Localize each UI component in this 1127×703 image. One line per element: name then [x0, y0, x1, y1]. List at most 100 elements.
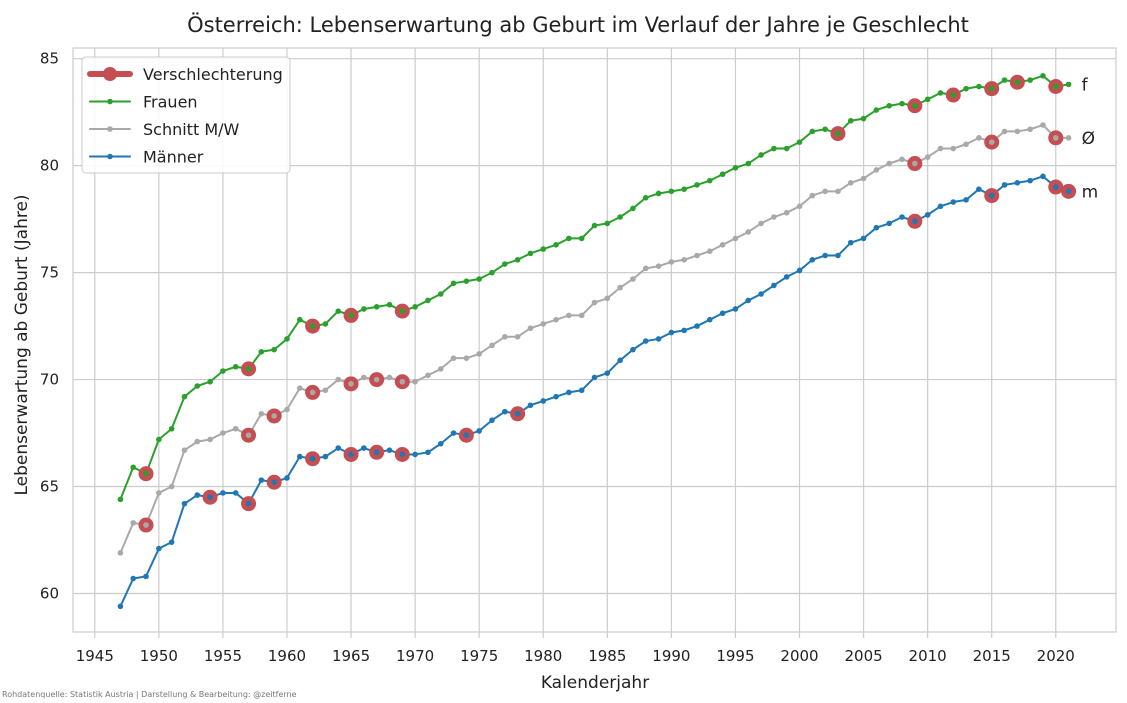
legend-label: Schnitt M/W [143, 120, 240, 139]
data-point-männer [514, 411, 521, 417]
data-point-frauen [309, 323, 316, 329]
data-point-frauen [232, 363, 239, 370]
data-point-männer [1065, 188, 1072, 195]
data-point-schnitt-m-w [245, 432, 252, 438]
data-point-männer [783, 274, 790, 280]
x-tick-label: 2020 [1037, 647, 1075, 665]
x-tick-label: 1980 [524, 647, 562, 665]
x-tick-label: 2015 [973, 647, 1011, 665]
data-point-schnitt-m-w [719, 242, 726, 248]
data-point-schnitt-m-w [963, 141, 969, 148]
data-point-schnitt-m-w [181, 447, 188, 453]
data-point-schnitt-m-w [1040, 122, 1046, 128]
data-point-frauen [783, 145, 790, 152]
data-point-männer [194, 492, 201, 498]
data-point-schnitt-m-w [143, 522, 149, 528]
x-tick-label: 1965 [332, 647, 370, 665]
data-point-männer [437, 440, 444, 447]
data-point-frauen [732, 164, 739, 171]
x-tick-label: 1990 [652, 647, 690, 665]
data-point-schnitt-m-w [489, 342, 495, 349]
data-point-frauen [335, 308, 342, 314]
y-axis-ticks: 60 65 70 75 80 85 [40, 50, 59, 603]
data-point-schnitt-m-w [425, 372, 431, 379]
data-point-männer [758, 291, 764, 297]
data-point-schnitt-m-w [912, 160, 918, 167]
data-point-männer [258, 477, 265, 483]
data-point-frauen [988, 85, 995, 92]
data-point-frauen [220, 368, 226, 374]
data-point-frauen [450, 280, 457, 287]
data-point-schnitt-m-w [130, 520, 137, 526]
x-tick-label: 2005 [844, 647, 882, 665]
data-point-männer [912, 218, 918, 225]
data-point-frauen [796, 139, 803, 145]
data-point-männer [835, 252, 841, 259]
data-point-schnitt-m-w [668, 259, 675, 265]
data-point-schnitt-m-w [399, 378, 406, 385]
data-point-frauen [912, 102, 918, 109]
legend-label: Frauen [143, 93, 198, 112]
data-point-frauen [207, 378, 213, 385]
data-point-frauen [950, 92, 957, 98]
data-point-schnitt-m-w [194, 438, 201, 445]
data-point-männer [284, 475, 290, 481]
data-point-frauen [745, 160, 752, 167]
data-point-frauen [540, 246, 547, 252]
data-point-frauen [514, 256, 521, 263]
data-point-schnitt-m-w [156, 490, 162, 496]
end-label-frauen: f [1082, 75, 1089, 95]
data-point-schnitt-m-w [553, 316, 559, 323]
x-axis-ticks: 1945 1950 1955 1960 1965 1970 1975 1980 1985 1990… [76, 632, 1075, 665]
data-point-schnitt-m-w [258, 411, 265, 417]
data-point-frauen [425, 297, 431, 304]
data-point-frauen [130, 464, 137, 471]
x-tick-label: 1975 [460, 647, 498, 665]
data-point-frauen [771, 145, 777, 152]
x-tick-label: 1970 [396, 647, 434, 665]
data-point-frauen [156, 436, 162, 443]
data-point-frauen [412, 304, 418, 310]
data-point-frauen [847, 117, 854, 124]
data-point-schnitt-m-w [232, 425, 239, 432]
data-point-schnitt-m-w [937, 145, 944, 152]
data-point-männer [156, 545, 162, 552]
data-point-schnitt-m-w [476, 351, 482, 357]
data-point-männer [1027, 177, 1033, 184]
data-point-männer [566, 389, 572, 396]
data-point-frauen [399, 308, 406, 314]
data-point-männer [617, 357, 623, 364]
data-point-frauen [566, 235, 572, 242]
data-point-schnitt-m-w [450, 355, 457, 361]
data-point-männer [681, 327, 687, 334]
data-point-frauen [553, 242, 559, 248]
data-point-schnitt-m-w [578, 312, 585, 319]
data-point-frauen [976, 83, 982, 90]
data-point-männer [860, 235, 867, 242]
data-point-schnitt-m-w [707, 248, 713, 255]
data-point-schnitt-m-w [296, 385, 303, 391]
data-point-männer [527, 402, 534, 409]
data-point-frauen [578, 235, 585, 242]
data-point-schnitt-m-w [437, 366, 444, 372]
data-point-schnitt-m-w [771, 214, 777, 220]
data-point-männer [988, 192, 995, 199]
y-tick-label: 80 [40, 157, 59, 175]
data-point-männer [143, 573, 149, 580]
data-point-männer [899, 214, 905, 220]
data-point-frauen [437, 291, 444, 297]
data-point-schnitt-m-w [335, 376, 342, 383]
data-point-frauen [258, 348, 265, 355]
data-point-männer [924, 212, 931, 218]
data-point-frauen [386, 301, 393, 308]
data-point-männer [181, 500, 188, 507]
data-point-schnitt-m-w [681, 256, 687, 263]
data-point-schnitt-m-w [540, 321, 547, 327]
data-point-frauen [1001, 77, 1008, 83]
data-point-männer [707, 316, 713, 323]
series-points [117, 73, 1072, 610]
data-point-schnitt-m-w [322, 387, 329, 394]
data-point-schnitt-m-w [412, 378, 418, 385]
data-point-männer [220, 490, 226, 496]
data-point-schnitt-m-w [117, 550, 124, 556]
